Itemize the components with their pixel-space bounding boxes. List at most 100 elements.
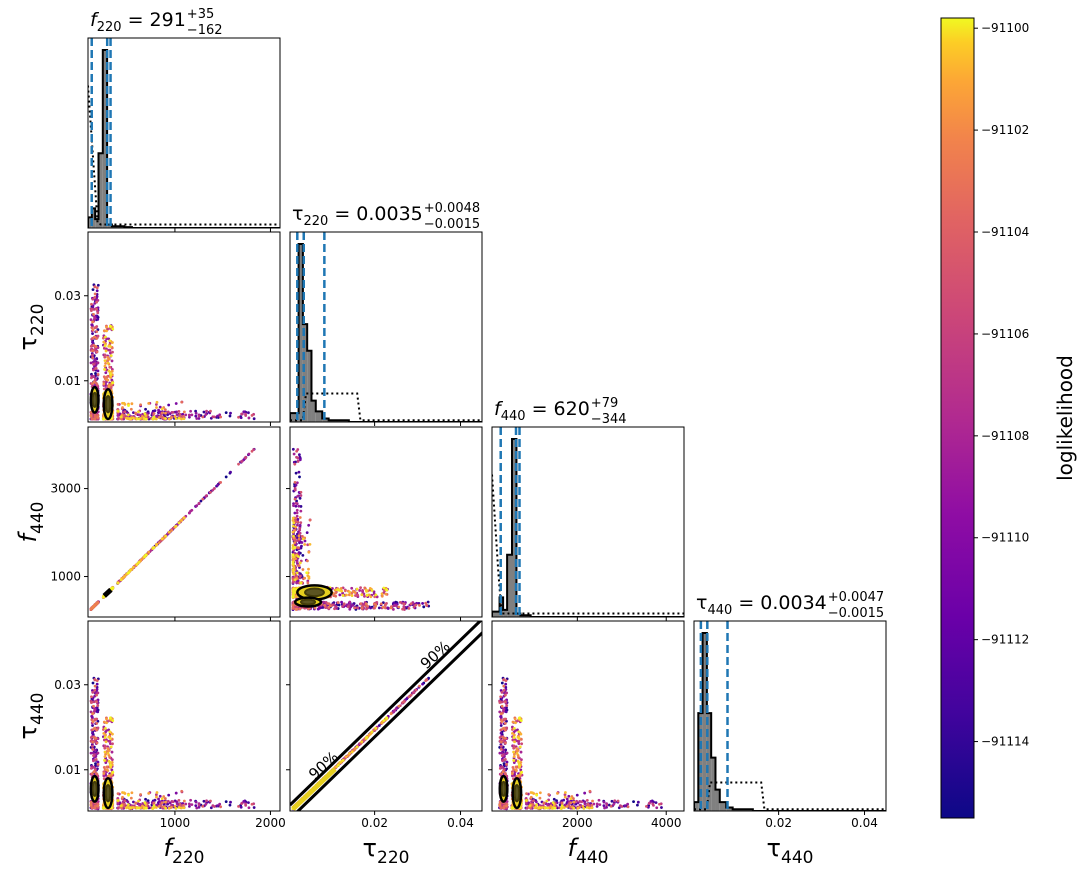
sample-point <box>397 605 401 609</box>
sample-point <box>498 751 502 755</box>
sample-point <box>418 684 421 688</box>
sample-point <box>144 553 148 557</box>
sample-point <box>106 769 110 772</box>
sample-point <box>308 542 312 546</box>
sample-point <box>365 607 368 611</box>
sample-point <box>298 561 302 565</box>
sample-point <box>224 800 228 803</box>
sample-point <box>552 797 556 801</box>
sample-point <box>130 791 134 795</box>
sample-point <box>364 602 368 606</box>
sample-point <box>109 716 112 720</box>
sample-point <box>102 329 106 333</box>
sample-point <box>102 772 106 775</box>
sample-point <box>90 326 94 330</box>
sample-point <box>306 559 309 563</box>
sample-point <box>424 601 428 605</box>
sample-point <box>595 802 599 806</box>
sample-point <box>201 415 205 419</box>
sample-point <box>106 355 110 359</box>
sample-point <box>137 560 141 564</box>
sample-point <box>89 344 93 348</box>
sample-point <box>103 355 107 359</box>
sample-point <box>177 806 181 809</box>
sample-point <box>240 802 243 805</box>
sample-point <box>298 458 302 462</box>
sample-point <box>108 348 112 352</box>
sample-point <box>527 801 531 805</box>
sample-point <box>122 575 126 579</box>
sample-point <box>337 763 340 767</box>
contour-inner <box>91 780 98 797</box>
y-tick-label-tau440: 0.01 <box>54 763 81 777</box>
sample-point <box>105 717 108 721</box>
sample-point <box>95 300 98 304</box>
sample-point <box>173 415 177 418</box>
sample-point <box>90 374 94 378</box>
sample-point <box>202 410 206 414</box>
sample-point <box>104 349 108 353</box>
sample-point <box>93 678 97 681</box>
sample-point <box>340 600 343 604</box>
sample-point <box>377 606 381 610</box>
sample-point <box>111 350 114 354</box>
sample-point <box>102 806 105 810</box>
sample-point <box>187 802 191 806</box>
sample-point <box>96 726 100 730</box>
sample-point <box>291 569 295 572</box>
sample-point <box>567 794 571 798</box>
sample-point <box>154 403 158 406</box>
contour-line-lower <box>295 630 482 811</box>
sample-point <box>137 799 140 803</box>
sample-point <box>182 415 185 418</box>
sample-point <box>102 765 106 769</box>
sample-point <box>89 803 93 807</box>
sample-point <box>177 798 181 802</box>
sample-point <box>602 804 606 808</box>
sample-point <box>293 546 297 549</box>
panel-f220-vs-tau440-frame <box>87 620 281 812</box>
sample-point <box>108 345 112 348</box>
sample-point <box>91 681 95 685</box>
sample-point <box>108 730 112 734</box>
sample-point <box>129 407 133 411</box>
sample-point <box>386 606 390 610</box>
sample-point <box>247 452 251 456</box>
sample-point <box>96 334 100 338</box>
sample-point <box>90 714 94 718</box>
sample-point <box>182 410 186 414</box>
sample-point <box>184 802 188 806</box>
sample-point <box>296 517 300 521</box>
sample-point <box>293 590 296 594</box>
sample-point <box>174 402 178 405</box>
sample-point <box>95 728 98 732</box>
sample-point <box>291 524 295 528</box>
sample-point <box>216 414 219 418</box>
sample-point <box>337 588 340 592</box>
sample-point <box>292 452 296 456</box>
sample-point <box>291 519 295 522</box>
sample-point <box>294 608 298 611</box>
sample-point <box>111 381 115 385</box>
sample-point <box>359 586 362 590</box>
sample-point <box>502 708 505 712</box>
sample-point <box>296 460 300 463</box>
sample-point <box>121 795 124 799</box>
sample-point <box>123 799 127 803</box>
sample-point <box>102 720 106 724</box>
sample-point <box>134 801 138 805</box>
sample-point <box>128 569 132 572</box>
sample-point <box>499 714 503 718</box>
sample-point <box>392 601 396 605</box>
sample-point <box>189 409 192 413</box>
sample-point <box>294 471 298 475</box>
sample-point <box>499 731 503 735</box>
sample-point <box>299 490 303 494</box>
contour-inner <box>104 394 112 414</box>
sample-point <box>299 505 303 508</box>
sample-point <box>295 508 299 512</box>
sample-point <box>117 806 120 809</box>
sample-point <box>92 343 96 347</box>
sample-point <box>291 544 295 547</box>
